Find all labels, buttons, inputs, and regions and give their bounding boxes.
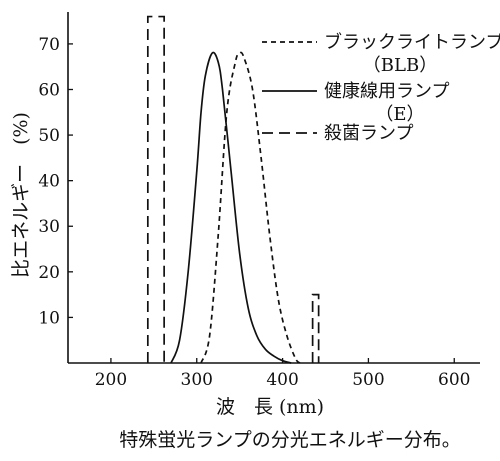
- x-tick-label: 600: [438, 370, 470, 390]
- legend-sublabel-2: （E）: [375, 104, 424, 125]
- y-tick-label: 40: [38, 172, 60, 192]
- y-axis-label: 比エネルギー (%): [10, 112, 32, 278]
- x-tick-label: 500: [352, 370, 384, 390]
- axis-ticks: 200 300 400 500 600 10 20 30 40 50 60 70: [38, 35, 470, 390]
- series-line-1: [200, 51, 301, 364]
- legend: ブラックライトランプ（BLB） 健康線用ランプ（E）殺菌ランプ: [262, 31, 500, 144]
- figure-caption: 特殊蛍光ランプの分光エネルギー分布。: [119, 429, 460, 451]
- series-line-2: [170, 51, 292, 364]
- legend-sublabel-1: （BLB）: [363, 55, 437, 76]
- y-tick-label: 50: [38, 126, 60, 146]
- series-layer: [146, 15, 320, 364]
- x-tick-label: 400: [266, 370, 298, 390]
- legend-label-2: 健康線用ランプ: [324, 81, 449, 102]
- x-tick-label: 200: [95, 370, 127, 390]
- y-tick-label: 30: [38, 217, 60, 237]
- emission-line-1: [146, 15, 165, 363]
- y-tick-label: 10: [38, 308, 60, 328]
- legend-label-3: 殺菌ランプ: [324, 123, 413, 144]
- y-tick-label: 60: [38, 80, 60, 100]
- legend-label-1: ブラックライトランプ: [324, 31, 500, 53]
- y-tick-label: 20: [38, 263, 60, 283]
- plot-frame: [67, 12, 480, 364]
- emission-line-2: [311, 293, 320, 363]
- x-tick-label: 300: [181, 370, 213, 390]
- x-axis-label: 波 長 (nm): [216, 396, 324, 418]
- y-tick-label: 70: [38, 35, 60, 55]
